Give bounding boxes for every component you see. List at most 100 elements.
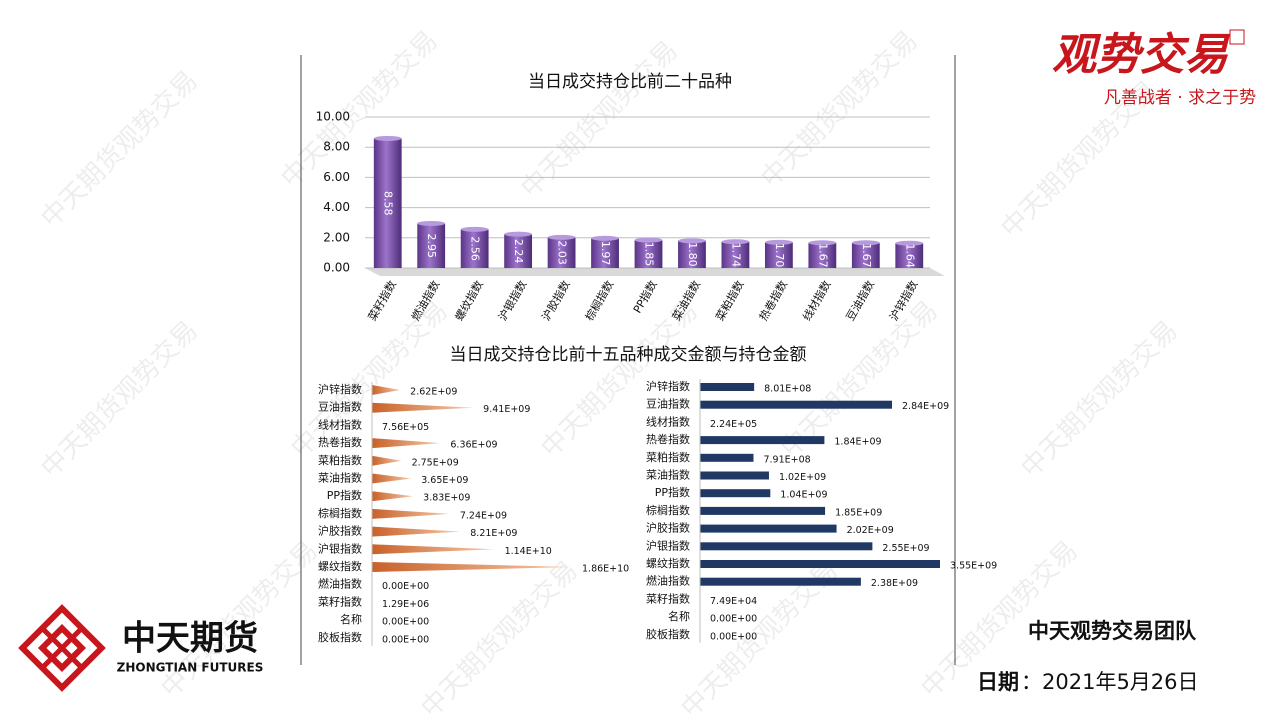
y-tick-label: 4.00 (323, 200, 350, 214)
company-name-en: ZHONGTIAN FUTURES (117, 661, 264, 675)
value-label: 1.74 (729, 243, 742, 268)
value-label: 1.02E+09 (779, 472, 826, 483)
value-label: 8.58 (382, 191, 395, 216)
category-label: 热卷指数 (318, 435, 362, 449)
category-label: 名称 (340, 612, 362, 626)
bar (372, 544, 495, 555)
y-tick-label: 8.00 (323, 140, 350, 154)
category-label: 菜粕指数 (318, 453, 362, 467)
bar-cap (547, 234, 576, 240)
bar (700, 577, 861, 586)
value-label: 0.00E+00 (710, 614, 757, 625)
bar (372, 473, 412, 484)
bar-cap (808, 240, 837, 246)
category-label: 棕榈指数 (646, 503, 690, 517)
bar (700, 383, 755, 391)
value-label: 2.38E+09 (871, 578, 918, 589)
value-label: 1.70 (773, 243, 786, 267)
value-label: 1.64 (903, 243, 916, 267)
value-label: 2.75E+09 (412, 457, 459, 468)
bar-cap (721, 239, 750, 245)
value-label: 7.56E+05 (382, 422, 429, 433)
logo-seal (1229, 29, 1245, 45)
bar (721, 241, 750, 268)
category-label: 燃油指数 (318, 577, 362, 591)
category-label: 菜油指数 (646, 468, 690, 482)
bar (808, 242, 837, 268)
chart-title: 当日成交持仓比前十五品种成交金额与持仓金额 (450, 345, 807, 365)
bar (417, 223, 446, 268)
value-label: 0.00E+00 (382, 617, 429, 628)
category-label: PP指数 (655, 485, 690, 499)
y-tick-label: 10.00 (316, 110, 350, 124)
bar (700, 400, 892, 409)
bar (372, 562, 572, 572)
category-label: 沪银指数 (646, 538, 690, 552)
value-label: 7.24E+09 (460, 510, 507, 521)
value-label: 1.14E+10 (505, 546, 552, 557)
y-tick-label: 6.00 (323, 170, 350, 184)
category-label: 名称 (668, 609, 690, 623)
category-label: 线材指数 (646, 414, 690, 428)
value-label: 1.84E+09 (834, 437, 881, 448)
bar (504, 234, 533, 268)
category-label: 胶板指数 (646, 627, 690, 641)
value-label: 2.84E+09 (902, 401, 949, 412)
bar-cap (460, 226, 489, 232)
bar (851, 242, 880, 268)
category-label: 菜油指数 (318, 471, 362, 485)
chart-floor (365, 268, 945, 276)
category-label: 线材指数 (318, 417, 362, 431)
team-name: 中天观势交易团队 (1028, 619, 1197, 643)
category-label: 豆油指数 (646, 397, 690, 411)
company-name: 中天期货 (122, 619, 258, 659)
bar-cap (851, 240, 880, 246)
value-label: 1.85 (643, 242, 656, 267)
bar (372, 508, 450, 519)
value-label: 9.41E+09 (483, 404, 530, 415)
bar (700, 436, 825, 445)
value-label: 2.24E+05 (710, 419, 757, 430)
bar (372, 385, 401, 395)
category-label: 沪锌指数 (646, 379, 690, 393)
bar (591, 238, 619, 268)
bar-cap (764, 239, 793, 245)
value-label: 1.85E+09 (835, 507, 882, 518)
bar (895, 243, 924, 268)
category-label: 豆油指数 (318, 400, 362, 414)
logo-name: 观势交易 (1052, 30, 1231, 81)
value-label: 7.91E+08 (763, 454, 810, 465)
bar-cap (504, 231, 533, 237)
chart-title: 当日成交持仓比前二十品种 (528, 72, 732, 92)
category-label: 螺纹指数 (318, 559, 362, 573)
category-label: 菜粕指数 (646, 450, 690, 464)
category-label: 菜籽指数 (318, 594, 362, 608)
value-label: 0.00E+00 (382, 581, 429, 592)
bar (372, 526, 461, 537)
category-label: 燃油指数 (646, 574, 690, 588)
bar-cap (373, 135, 402, 141)
category-label: PP指数 (327, 488, 362, 502)
value-label: 1.80 (686, 242, 699, 267)
value-label: 1.04E+09 (780, 490, 827, 501)
bar-cap (678, 238, 706, 244)
logo-slogan: 凡善战者 · 求之于势 (1104, 88, 1256, 108)
y-tick-label: 2.00 (323, 230, 350, 244)
value-label: 3.83E+09 (423, 493, 470, 504)
value-label: 2.24 (512, 239, 525, 264)
bar (700, 560, 940, 568)
bar (700, 453, 754, 462)
value-label: 1.29E+06 (382, 599, 429, 610)
value-label: 0.00E+00 (382, 634, 429, 645)
category-label: 沪银指数 (318, 541, 362, 555)
value-label: 1.86E+10 (582, 564, 629, 575)
bar (547, 237, 576, 268)
value-label: 6.36E+09 (450, 440, 497, 451)
bar (460, 229, 489, 268)
bar (764, 242, 793, 268)
category-label: 棕榈指数 (318, 506, 362, 520)
bar (372, 438, 441, 449)
bar (373, 138, 402, 268)
